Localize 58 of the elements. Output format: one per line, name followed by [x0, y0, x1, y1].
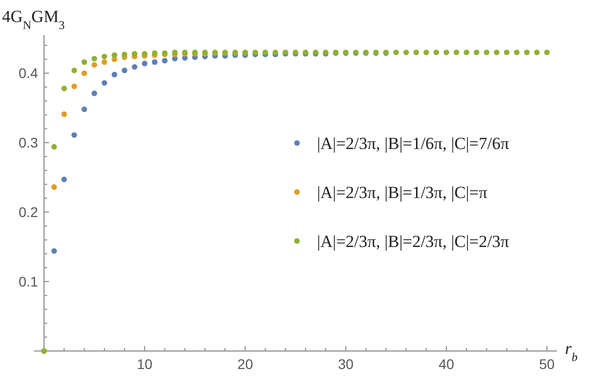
legend-label: |A|=2/3π, |B|=2/3π, |C|=2/3π	[317, 232, 510, 251]
point	[454, 50, 460, 56]
point	[51, 184, 57, 190]
y-tick-label: 0.4	[18, 65, 38, 82]
x-tick-label: 10	[136, 356, 153, 372]
point	[61, 111, 67, 117]
point	[81, 59, 88, 65]
point	[81, 106, 88, 112]
point	[393, 50, 399, 56]
legend-label: |A|=2/3π, |B|=1/3π, |C|=π	[317, 183, 488, 202]
point	[132, 50, 138, 57]
point	[92, 62, 98, 68]
point	[102, 80, 108, 86]
point	[51, 248, 57, 254]
point	[524, 50, 530, 56]
point	[514, 50, 520, 56]
point	[162, 58, 168, 64]
point	[142, 50, 148, 57]
point	[544, 50, 550, 56]
legend-label: |A|=2/3π, |B|=1/6π, |C|=7/6π	[317, 134, 510, 153]
point	[92, 56, 98, 62]
point	[444, 50, 450, 56]
point	[61, 86, 67, 92]
point	[534, 50, 540, 56]
point	[61, 176, 67, 182]
point	[464, 50, 470, 56]
point	[434, 50, 440, 56]
point	[71, 68, 78, 74]
point	[71, 84, 78, 90]
y-tick-label: 0.1	[18, 274, 38, 290]
x-tick-label: 50	[539, 356, 555, 372]
point	[71, 132, 78, 138]
point	[122, 52, 128, 58]
point	[484, 50, 490, 56]
point	[102, 59, 108, 65]
point	[474, 50, 480, 56]
y-tick-label: 0.3	[18, 134, 38, 151]
point	[504, 50, 510, 56]
point	[122, 68, 128, 74]
point	[112, 72, 118, 78]
point	[51, 144, 57, 150]
point	[92, 90, 98, 96]
x-axis-title: r$_{b}$	[565, 339, 578, 364]
x-tick-label: 30	[338, 356, 354, 372]
point	[403, 50, 409, 56]
point	[102, 54, 108, 60]
y-tick-label: 0.2	[18, 204, 38, 220]
point	[152, 59, 158, 65]
point	[423, 50, 430, 56]
x-tick-label: 20	[237, 356, 254, 372]
point	[132, 64, 138, 70]
point	[112, 52, 118, 58]
point	[81, 70, 88, 76]
point	[413, 50, 419, 56]
point	[142, 60, 148, 66]
point	[494, 50, 500, 56]
y-axis-title: 4G$_{N}$GM$_{3}$	[2, 7, 65, 32]
x-tick-label: 40	[438, 356, 454, 372]
